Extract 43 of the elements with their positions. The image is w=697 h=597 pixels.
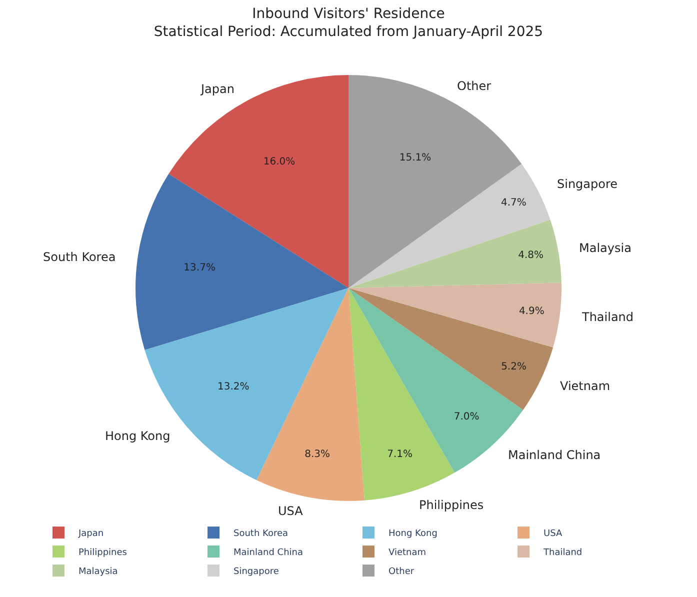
data-label: 4.9% [518, 306, 544, 318]
chart-subtitle: Statistical Period: Accumulated from January-April 2025 [154, 24, 544, 40]
pie-slice [256, 288, 365, 501]
slice-label: South Korea [43, 250, 116, 264]
pie-slice [348, 288, 455, 500]
chart-title: Inbound Visitors' Residence [252, 6, 445, 22]
pie-slice [348, 220, 562, 288]
pie-slice [136, 174, 348, 350]
slice-label: Other [457, 79, 492, 93]
data-label: 8.3% [304, 448, 330, 460]
legend-label: USA [544, 529, 563, 540]
pie-slice [168, 75, 348, 288]
data-label: 7.1% [387, 449, 412, 460]
legend-label: Mainland China [234, 548, 303, 558]
data-label: 13.2% [217, 381, 250, 392]
legend-label: Hong Kong [388, 529, 438, 540]
legend-label: Malaysia [78, 567, 118, 578]
slice-label: Malaysia [579, 241, 632, 255]
data-label: 4.8% [518, 250, 544, 262]
data-label: 13.7% [184, 262, 216, 274]
data-label: 5.2% [501, 362, 526, 373]
legend-label: Other [388, 567, 414, 578]
slice-label: Vietnam [560, 379, 610, 393]
pie-slice [348, 282, 562, 348]
slice-label: Japan [200, 82, 234, 96]
slice-label: Thailand [581, 310, 634, 324]
data-label: 15.1% [399, 152, 432, 164]
data-label: 4.7% [500, 198, 526, 209]
legend-label: Singapore [234, 567, 280, 578]
legend-label: Japan [78, 529, 104, 540]
pie-slice [348, 164, 550, 288]
legend-label: Vietnam [388, 548, 426, 558]
legend-label: Philippines [78, 548, 128, 558]
slice-label: Singapore [557, 177, 618, 191]
pie-slice [348, 288, 554, 410]
data-label: 16.0% [263, 156, 296, 168]
slice-label: Philippines [419, 498, 484, 512]
slice-label: Hong Kong [105, 429, 170, 443]
slice-label: USA [278, 504, 304, 518]
legend-label: Thailand [542, 548, 582, 558]
slice-label: Mainland China [508, 448, 601, 462]
data-label: 7.0% [454, 411, 480, 422]
legend-label: South Korea [234, 529, 288, 540]
